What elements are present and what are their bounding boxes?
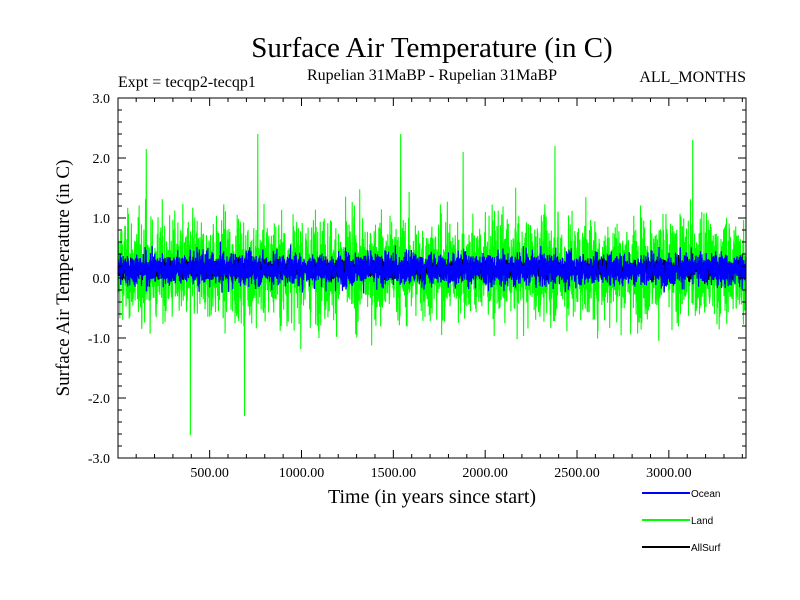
months-label: ALL_MONTHS — [639, 69, 746, 86]
plot-area — [117, 133, 747, 436]
x-axis-label: Time (in years since start) — [328, 486, 536, 508]
y-tick-label: 3.0 — [93, 92, 111, 107]
series-line-ocean — [117, 241, 747, 294]
y-tick-label: 1.0 — [93, 212, 111, 227]
axes: 500.00 1000.00 1500.00 2000.00 2500.00 3000.0… — [88, 92, 747, 481]
experiment-label: Expt = tecqp2-tecqp1 — [118, 74, 256, 91]
y-axis-label: Surface Air Temperature (in C) — [53, 160, 74, 397]
y-tick-label: 2.0 — [93, 152, 111, 167]
legend: Ocean Land AllSurf — [642, 489, 721, 554]
y-tick-label: -2.0 — [88, 392, 110, 407]
x-tick-label: 2000.00 — [462, 466, 508, 481]
y-tick-label: 0.0 — [93, 272, 111, 287]
x-tick-label: 3000.00 — [646, 466, 692, 481]
y-tick-label: -1.0 — [88, 332, 110, 347]
legend-label-land: Land — [691, 516, 713, 527]
chart-title: Surface Air Temperature (in C) — [251, 32, 612, 64]
legend-label-allsurf: AllSurf — [691, 543, 721, 554]
x-tick-label: 1500.00 — [371, 466, 417, 481]
legend-label-ocean: Ocean — [691, 489, 720, 500]
x-tick-label: 2500.00 — [554, 466, 600, 481]
y-tick-label: -3.0 — [88, 452, 110, 467]
x-tick-label: 500.00 — [190, 466, 229, 481]
x-tick-label: 1000.00 — [279, 466, 325, 481]
period-label: Rupelian 31MaBP - Rupelian 31MaBP — [307, 67, 557, 84]
